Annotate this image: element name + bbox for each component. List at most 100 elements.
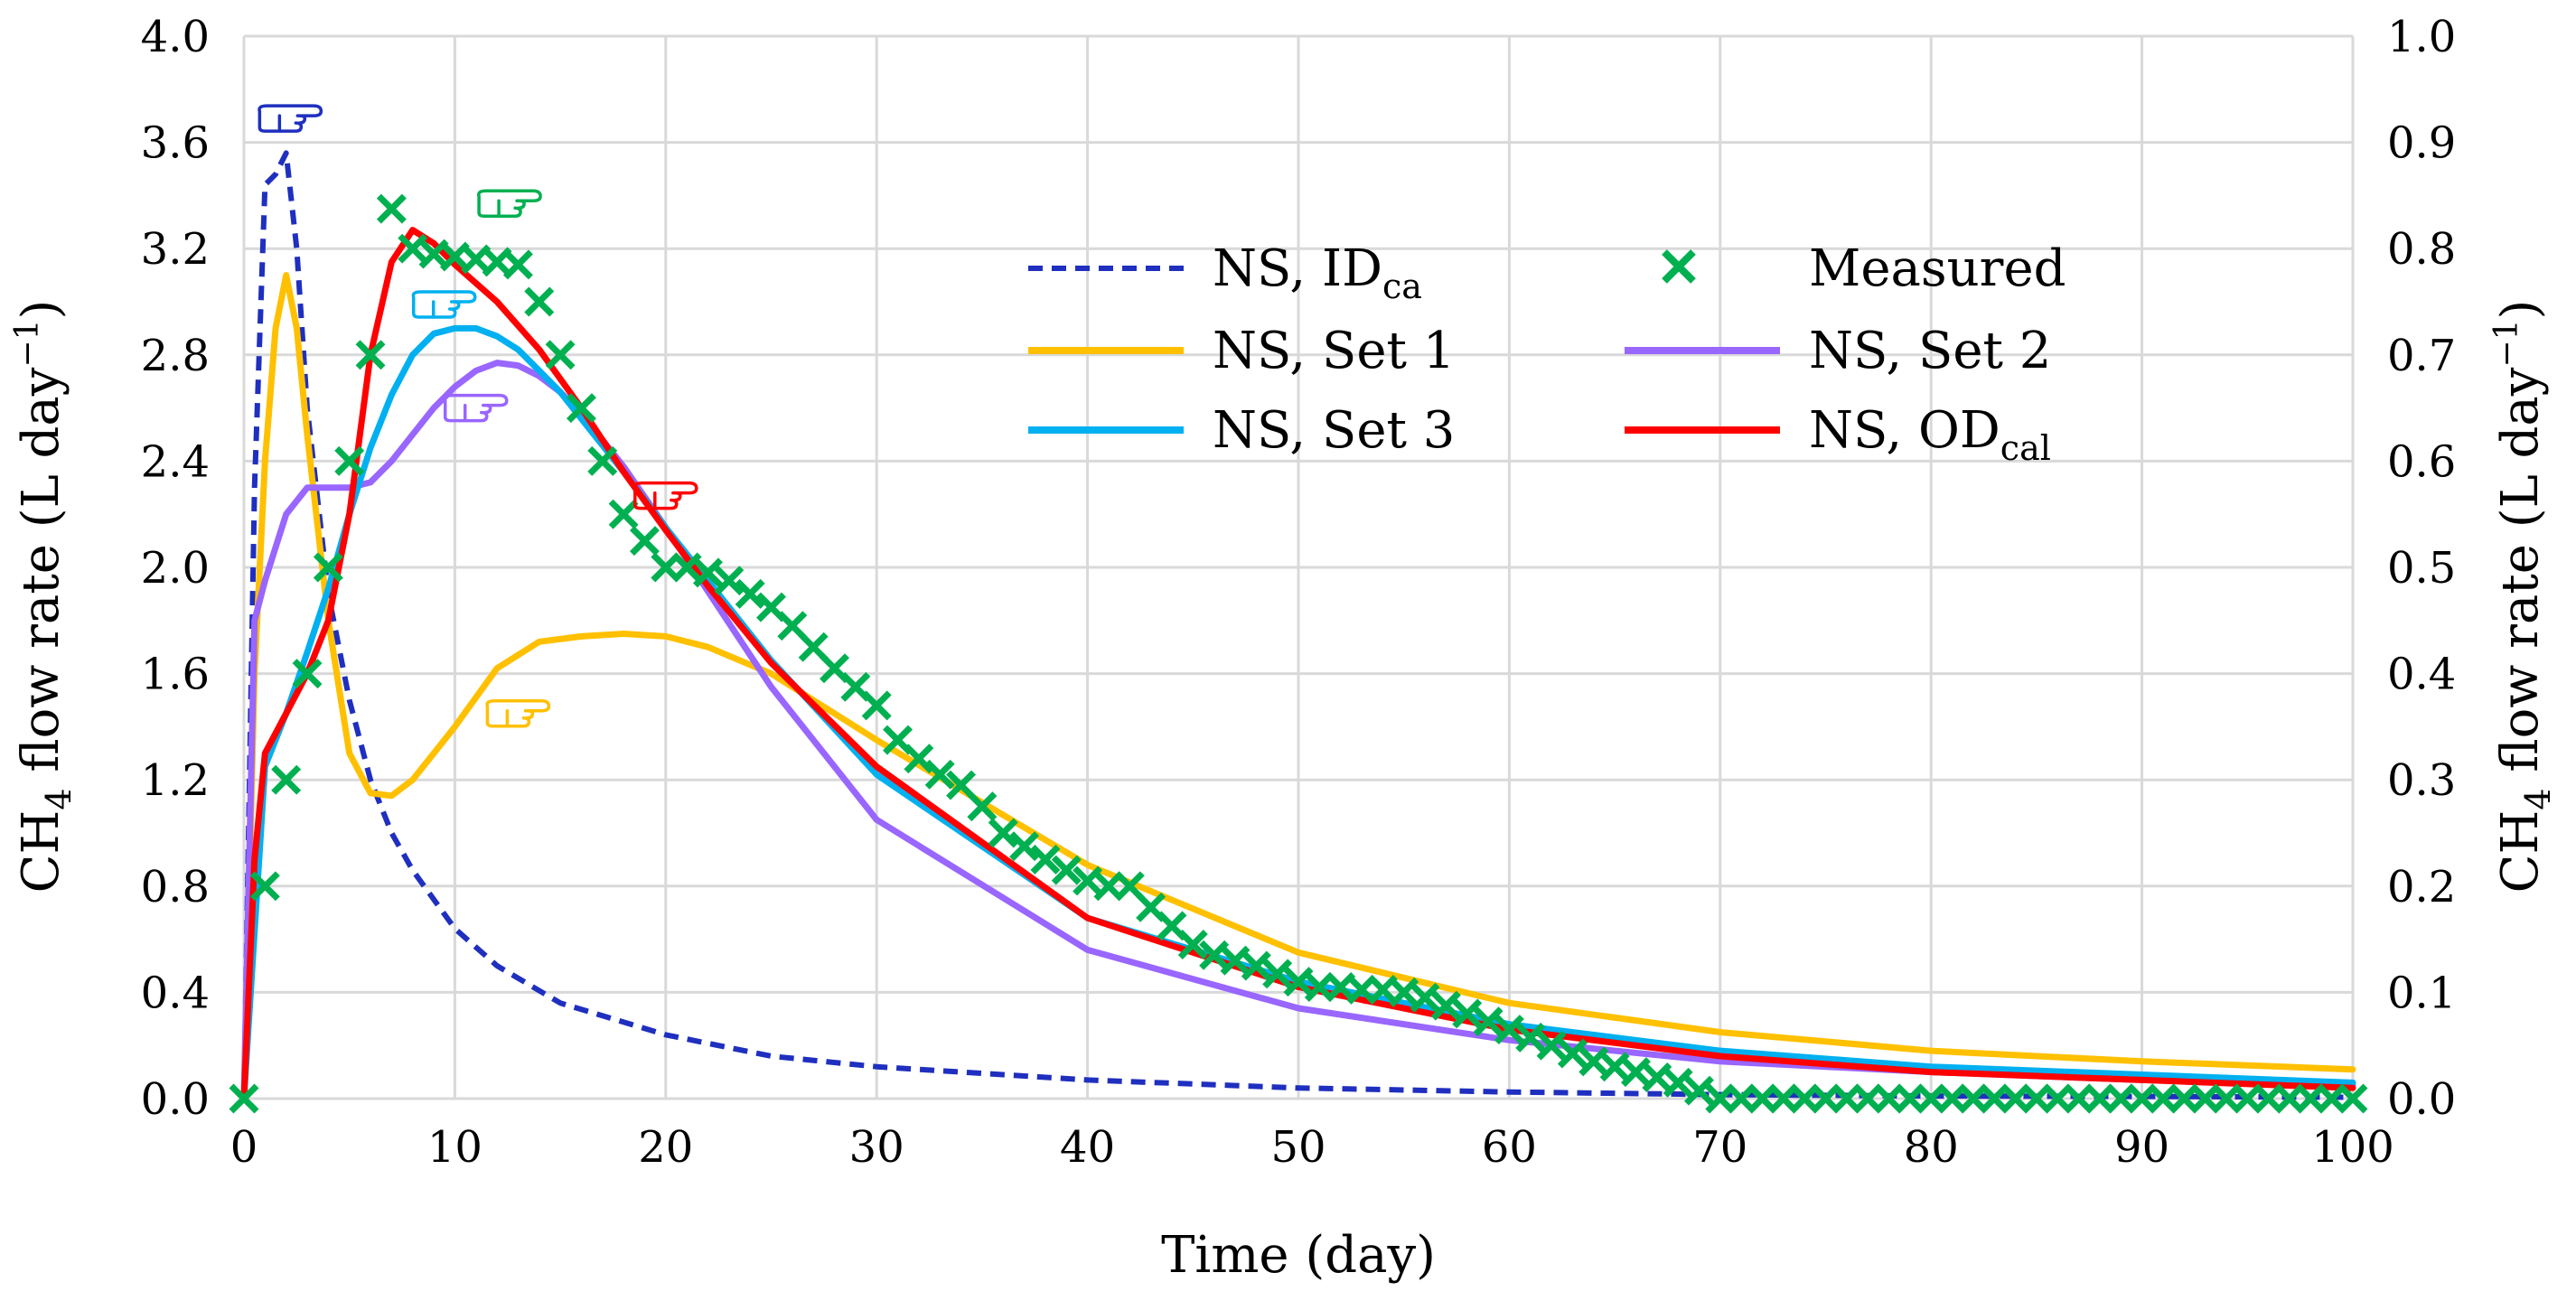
legend-item: NS, IDca — [1028, 239, 1422, 306]
measured-point — [1430, 990, 1461, 1021]
legend-label-main: NS, Set 3 — [1213, 401, 1455, 460]
y-axis-title-sub: 4 — [39, 788, 79, 809]
measured-point — [1452, 998, 1483, 1029]
y2-tick-label: 0.3 — [2387, 755, 2456, 806]
measured-point — [988, 818, 1018, 848]
y2-tick-label: 0.9 — [2387, 118, 2456, 169]
legend-label: NS, ODcal — [1809, 401, 2051, 468]
y2-tick-label: 0.0 — [2387, 1074, 2456, 1125]
legend-label: Measured — [1809, 239, 2065, 298]
y-tick-label: 0.4 — [141, 968, 210, 1018]
measured-point — [946, 770, 977, 800]
x-tick-label: 20 — [638, 1122, 693, 1173]
measured-point — [292, 659, 323, 689]
y-axis-title-close: ) — [12, 300, 70, 320]
measured-point — [861, 690, 892, 721]
legend-item: NS, Set 3 — [1028, 401, 1455, 460]
x-tick-label: 100 — [2311, 1122, 2394, 1173]
measured-point — [502, 249, 533, 280]
legend-item: NS, ODcal — [1625, 401, 2051, 468]
y-axis-title-main: CH — [12, 810, 70, 894]
x-tick-label: 90 — [2114, 1122, 2169, 1173]
measured-point — [376, 193, 407, 224]
x-tick-label: 50 — [1270, 1122, 1325, 1173]
x-tick-label: 80 — [1904, 1122, 1959, 1173]
legend-label: NS, Set 1 — [1213, 322, 1455, 380]
legend-item: Measured — [1662, 239, 2065, 298]
measured-point — [1578, 1046, 1609, 1077]
pointing-hand-icon — [443, 393, 509, 423]
legend-label: NS, Set 3 — [1213, 401, 1455, 460]
measured-point — [904, 744, 934, 774]
y2-tick-label: 0.2 — [2387, 862, 2456, 912]
y2-tick-label: 0.5 — [2387, 543, 2456, 594]
axes: 0 10 20 30 40 50 60 70 80 90 1000.00.40.81.21.62.0… — [141, 12, 2457, 1173]
measured-point — [1262, 959, 1293, 989]
measured-point — [1620, 1057, 1651, 1088]
x-axis-title: Time (day) — [1161, 1226, 1436, 1285]
pointing-hand-icon — [411, 290, 477, 319]
x-tick-label: 10 — [427, 1122, 482, 1173]
legend-item: NS, Set 2 — [1625, 322, 2051, 380]
measured-point — [714, 566, 745, 596]
x-tick-label: 60 — [1482, 1122, 1537, 1173]
legend-label-sub: ca — [1382, 267, 1422, 306]
y2-tick-label: 0.1 — [2387, 968, 2456, 1018]
legend-label: NS, IDca — [1213, 239, 1422, 306]
annotations — [258, 104, 698, 728]
series-line-ns-set-1 — [240, 272, 2356, 1102]
measured-point — [693, 557, 723, 588]
measured-point — [229, 1083, 259, 1114]
measured-point — [313, 552, 343, 583]
y2-axis-title-rest: flow rate (L day — [2491, 367, 2550, 788]
pointing-hand-icon — [258, 104, 323, 133]
x-tick-label: 30 — [849, 1122, 904, 1173]
measured-point — [1009, 831, 1040, 862]
series-line-ns-idca — [241, 150, 2354, 1100]
measured-point — [629, 526, 660, 557]
measured-point — [1663, 1067, 1693, 1098]
pointing-hand-icon — [477, 189, 542, 218]
y2-axis-title-sup: −1 — [2488, 319, 2525, 367]
measured-point — [1051, 855, 1082, 885]
y2-axis-title-sub: 4 — [2518, 788, 2558, 809]
measured-point — [1220, 945, 1251, 976]
measured-point — [524, 286, 555, 317]
measured-point — [1030, 844, 1061, 875]
y2-axis-title-close: ) — [2491, 300, 2550, 320]
x-tick-label: 0 — [230, 1122, 258, 1173]
y2-axis-title-main: CH — [2491, 810, 2550, 894]
legend-label-main: NS, ID — [1213, 239, 1382, 298]
measured-point — [608, 499, 639, 529]
measured-point — [1199, 940, 1230, 970]
x-tick-label: 70 — [1692, 1122, 1747, 1173]
measured-point — [1177, 930, 1208, 959]
measured-point — [2337, 1083, 2368, 1114]
legend-swatch — [1662, 249, 1696, 284]
measured-point — [735, 578, 765, 609]
pointing-hand-icon — [485, 698, 551, 728]
y2-tick-label: 0.7 — [2387, 331, 2456, 381]
measured-point — [398, 233, 428, 264]
measured-point — [777, 611, 808, 641]
y-tick-label: 0.0 — [141, 1074, 210, 1125]
x-tick-label: 40 — [1060, 1122, 1115, 1173]
measured-point — [566, 393, 596, 424]
legend: NS, IDca Measured NS, Set 1 NS, Set 2 NS, Se… — [1028, 239, 2065, 468]
y-tick-label: 1.2 — [141, 755, 210, 806]
measured-point — [1114, 871, 1145, 902]
measured-point — [1494, 1015, 1524, 1045]
measured-point — [1599, 1052, 1630, 1082]
y2-tick-label: 1.0 — [2387, 12, 2456, 62]
y2-tick-label: 0.4 — [2387, 650, 2456, 700]
measured-point — [1283, 967, 1314, 997]
y-tick-label: 0.8 — [141, 862, 210, 912]
legend-label-main: Measured — [1809, 239, 2065, 298]
measured-point — [1683, 1075, 1714, 1106]
series-line-ns-set-2 — [240, 360, 2356, 1102]
y-axis-title-sup: −1 — [9, 319, 46, 367]
grid — [242, 34, 2355, 1100]
legend-label-main: NS, Set 1 — [1213, 322, 1455, 380]
measured-point — [1389, 977, 1419, 1007]
legend-item: NS, Set 1 — [1028, 322, 1455, 380]
